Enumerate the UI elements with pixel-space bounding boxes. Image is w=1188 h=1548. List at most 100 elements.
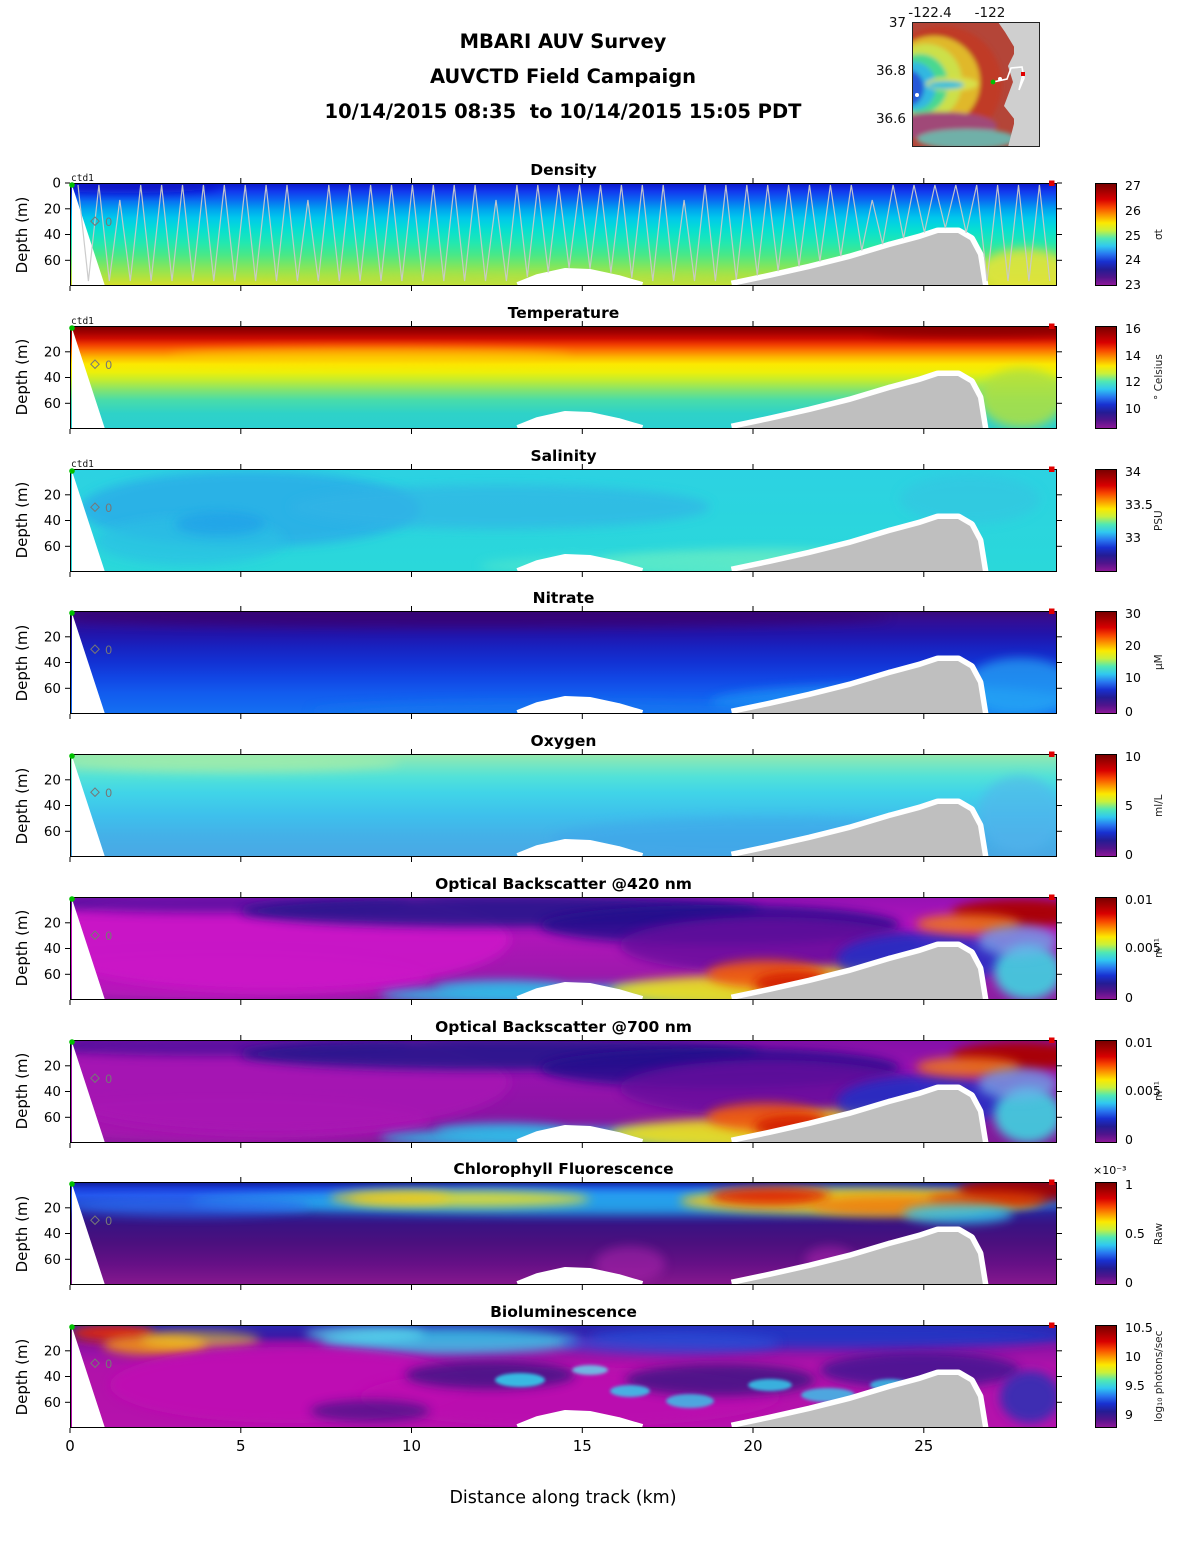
colorbar-unit-label: μM: [1153, 654, 1165, 671]
seafloor-shape: [732, 233, 983, 286]
y-tick-label: 60: [44, 681, 61, 697]
map-track-line: [992, 66, 1025, 91]
dive-marker-label: 0: [105, 358, 112, 372]
y-tick-label: 60: [44, 253, 61, 269]
start-marker: [69, 610, 75, 617]
dive-marker-label: 0: [105, 786, 112, 800]
section-plot-optical-backscatter-700nm: 20 40 60 0: [44, 1034, 1062, 1148]
x-tick-label: 10: [401, 1437, 422, 1455]
axis-ticks: [65, 463, 1062, 577]
colorbar-density: 27 26 25 24 23 σt: [1095, 178, 1165, 292]
axis-ticks: [65, 891, 1062, 1005]
axis-ticks: [65, 606, 1062, 720]
y-tick-label: 40: [44, 227, 61, 243]
y-tick-label: 40: [44, 655, 61, 671]
colorbar-tick-label: 0.01: [1125, 891, 1153, 907]
section-plot-density: 0 20 40 60 ctd1 0: [44, 173, 1062, 291]
y-tick-label: 60: [44, 396, 61, 412]
axis-ticks: [65, 1177, 1062, 1291]
section-plot-optical-backscatter-420nm: 20 40 60 0: [44, 891, 1062, 1005]
colorbar-tick-label: 34: [1125, 463, 1141, 479]
start-marker: [69, 1324, 75, 1330]
map-border: [912, 22, 1040, 147]
section-plot-salinity: 20 40 60 ctd1 0: [44, 459, 1062, 577]
panel-title-salinity: Salinity: [530, 446, 597, 465]
dive-marker-icon: [90, 1215, 100, 1226]
axis-ticks: [65, 749, 1062, 862]
end-marker: [1049, 466, 1055, 472]
panel-nitrate: Nitrate Depth (m) 20 40 60 0 30 20 10 0 μM: [0, 589, 1188, 720]
x-tick-label: 0: [65, 1437, 75, 1455]
title-line-1: MBARI AUV Survey: [459, 30, 667, 53]
colorbar-gradient: [1095, 183, 1117, 286]
panel-title-optical-backscatter-420nm: Optical Backscatter @420 nm: [435, 874, 692, 893]
dive-marker-icon: [90, 930, 100, 940]
start-marker: [69, 324, 75, 331]
colorbar-tick-label: 0: [1125, 1275, 1133, 1291]
colorbar-chlorophyll-fluorescence: 1 0.5 0 Raw ×10⁻³: [1093, 1164, 1165, 1290]
colorbar-tick-label: 33: [1125, 529, 1141, 545]
colorbar-tick-label: 9: [1125, 1406, 1133, 1422]
section-plot-temperature: 20 40 60 ctd1 0: [44, 316, 1062, 434]
y-axis-label: Depth (m): [13, 1195, 31, 1273]
panel-optical-backscatter-420nm: Optical Backscatter @420 nm Depth (m) 20 40…: [0, 875, 1188, 1005]
ctd-label: ctd1: [71, 459, 94, 470]
field-heatmap: [70, 611, 1057, 715]
field-heatmap: [70, 468, 1057, 572]
colorbar-tick-label: 5: [1125, 797, 1133, 813]
section-heatmap-salinity: 20 40 60 ctd1 0: [44, 459, 1062, 577]
dive-marker-icon: [90, 644, 100, 655]
panel-oxygen: Oxygen Depth (m) 20 40 60 0 10 5 0 ml/L: [0, 732, 1188, 862]
axis-ticks: [65, 320, 1062, 434]
colorbar-bioluminescence: 10.5 10 9.5 9 log₁₀ photons/sec: [1095, 1320, 1165, 1428]
y-axis-label: Depth (m): [13, 338, 31, 416]
end-marker: [1049, 1037, 1055, 1043]
field-heatmap: [70, 896, 1057, 1000]
colorbar-gradient: [1095, 896, 1117, 1000]
seafloor-shape: [732, 1089, 983, 1143]
y-tick-label: 20: [44, 1343, 61, 1359]
map-waypoint-dot: [998, 77, 1002, 81]
colorbar-tick-label: 10: [1125, 401, 1141, 417]
colorbar-tick-label: 20: [1125, 638, 1141, 654]
colorbar-unit-label: ml/L: [1153, 794, 1165, 817]
seafloor-shape: [732, 1232, 983, 1286]
y-axis-label: Depth (m): [13, 624, 31, 702]
y-tick-label: 20: [44, 1058, 61, 1074]
dive-marker-label: 0: [105, 215, 112, 229]
map-bathymetry: [912, 26, 1017, 147]
panel-chlorophyll-fluorescence: Chlorophyll Fluorescence Depth (m) 20 40 60 0…: [0, 1160, 1188, 1291]
colorbar-tick-label: 12: [1125, 374, 1141, 390]
section-heatmap-temperature: 20 40 60 ctd1 0: [44, 316, 1062, 434]
axis-ticks: [65, 178, 1062, 291]
field-heatmap: [70, 754, 1057, 857]
y-tick-label: 20: [44, 201, 61, 217]
seafloor-shape: [732, 518, 983, 572]
dive-marker-label: 0: [105, 1072, 112, 1086]
colorbar-gradient: [1095, 1182, 1117, 1286]
y-axis-label: Depth (m): [13, 767, 31, 844]
end-marker: [1049, 751, 1055, 757]
panel-title-oxygen: Oxygen: [530, 732, 597, 750]
colorbar-gradient: [1095, 754, 1117, 857]
dive-marker-label: 0: [105, 643, 112, 657]
section-heatmap-bioluminescence: 20 40 60 0: [44, 1320, 1062, 1433]
y-tick-label: 40: [44, 1084, 61, 1100]
start-marker: [69, 182, 75, 188]
start-marker: [69, 1038, 75, 1045]
section-heatmap-nitrate: 20 40 60 0: [44, 606, 1062, 720]
dive-marker-icon: [90, 501, 100, 512]
section-heatmap-optical-backscatter-420nm: 20 40 60 0: [44, 891, 1062, 1005]
panel-title-chlorophyll-fluorescence: Chlorophyll Fluorescence: [453, 1160, 674, 1179]
colorbar-tick-label: 26: [1125, 202, 1141, 218]
panel-title-temperature: Temperature: [507, 303, 620, 322]
map-lat-tick-label: 36.8: [875, 63, 906, 79]
y-axis-label: Depth (m): [13, 481, 31, 559]
y-tick-label: 60: [44, 1109, 61, 1125]
start-marker: [69, 467, 75, 474]
y-axis-label: Depth (m): [13, 909, 31, 987]
dive-marker-label: 0: [105, 929, 112, 943]
y-tick-label: 40: [44, 370, 61, 386]
field-heatmap: [70, 1039, 1057, 1143]
colorbar-tick-label: 1: [1125, 1177, 1133, 1193]
